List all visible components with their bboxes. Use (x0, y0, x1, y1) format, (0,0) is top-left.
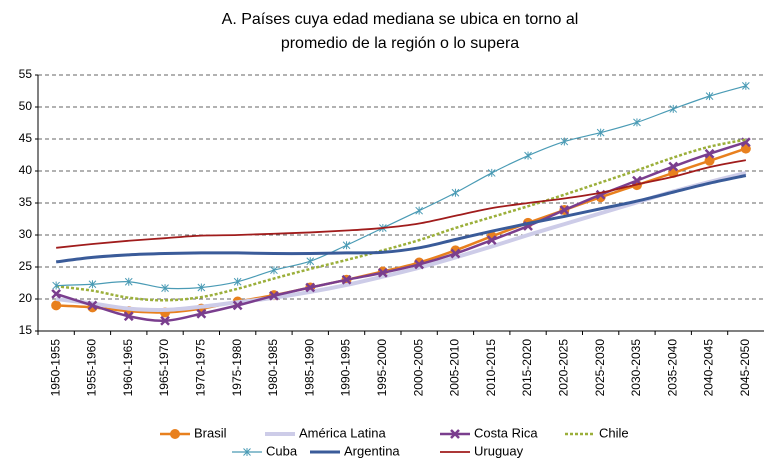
x-tick-label: 1975-1980 (230, 339, 244, 397)
marker (197, 283, 206, 292)
marker (450, 248, 461, 259)
legend-label: América Latina (299, 425, 386, 440)
y-tick-label: 45 (19, 131, 33, 145)
marker (669, 104, 678, 113)
marker (486, 235, 497, 246)
marker (596, 128, 605, 137)
x-tick-label: 1985-1990 (302, 339, 316, 397)
x-tick-label: 1960-1965 (121, 339, 135, 397)
marker (487, 168, 496, 177)
x-tick-label: 2025-2030 (593, 339, 607, 397)
x-tick-label: 1965-1970 (157, 339, 171, 397)
y-tick-label: 25 (19, 259, 33, 273)
legend-marker (243, 448, 251, 456)
x-tick-label: 2045-2050 (738, 339, 752, 397)
marker (233, 277, 242, 286)
marker (270, 266, 278, 275)
marker (87, 300, 98, 311)
marker (52, 281, 61, 290)
marker (414, 259, 425, 270)
y-tick-label: 15 (19, 323, 33, 337)
x-tick-label: 2020-2025 (557, 339, 571, 397)
y-tick-label: 55 (19, 67, 33, 81)
legend-label: Chile (599, 425, 629, 440)
x-tick-label: 2030-2035 (629, 339, 643, 397)
chart-title: A. Países cuya edad mediana se ubica en … (222, 11, 579, 28)
marker (377, 267, 388, 278)
y-tick-label: 30 (19, 227, 33, 241)
x-tick-label: 2040-2045 (702, 339, 716, 397)
marker (705, 92, 714, 101)
marker (88, 280, 97, 289)
marker (704, 155, 715, 166)
legend: Brasil América Latina Costa Rica Chile Cuba A… (160, 425, 629, 458)
marker (633, 118, 641, 127)
marker (51, 300, 62, 311)
x-tick-label: 1955-1960 (85, 339, 99, 397)
marker (124, 277, 133, 286)
x-tick-label: 1970-1975 (194, 339, 208, 397)
series-line (55, 174, 747, 264)
x-tick-label: 2005-2010 (448, 339, 462, 397)
series-line (55, 138, 747, 302)
marker (668, 161, 679, 172)
marker (269, 290, 279, 301)
x-tick-label: 1995-2000 (375, 339, 389, 397)
marker (123, 311, 134, 322)
y-tick-label: 50 (19, 99, 33, 113)
x-tick-label: 1950-1955 (48, 339, 62, 397)
chart-title: promedio de la región o lo supera (281, 35, 519, 52)
series-line (56, 85, 747, 290)
legend-label: Argentina (344, 443, 400, 458)
legend-marker (170, 429, 180, 439)
marker (160, 315, 170, 326)
marker (704, 148, 715, 159)
x-tick-label: 2015-2020 (520, 339, 534, 397)
x-tick-label: 1990-1995 (339, 339, 353, 397)
x-tick-label: 2000-2005 (411, 339, 425, 397)
y-tick-label: 40 (19, 163, 33, 177)
marker (342, 241, 351, 250)
marker (306, 257, 315, 266)
marker (232, 300, 243, 311)
x-tick-label: 2010-2015 (484, 339, 498, 397)
y-tick-label: 35 (19, 195, 33, 209)
legend-label: Costa Rica (474, 425, 538, 440)
marker (559, 205, 570, 215)
legend-label: Brasil (194, 425, 227, 440)
series-line (56, 159, 747, 249)
marker (451, 188, 460, 197)
y-tick-label: 20 (19, 291, 33, 305)
legend-marker (450, 429, 460, 439)
marker (560, 137, 569, 146)
marker (51, 288, 62, 299)
marker (161, 284, 169, 293)
marker (341, 274, 352, 285)
marker (305, 282, 316, 293)
legend-label: Cuba (266, 443, 298, 458)
marker (415, 206, 424, 215)
marker (196, 308, 207, 319)
series-line (55, 141, 747, 323)
legend-label: Uruguay (474, 443, 524, 458)
x-tick-label: 1980-1985 (266, 339, 280, 397)
x-tick-label: 2035-2040 (665, 339, 679, 397)
series-line (55, 170, 747, 312)
marker (741, 81, 750, 90)
marker (524, 151, 532, 160)
